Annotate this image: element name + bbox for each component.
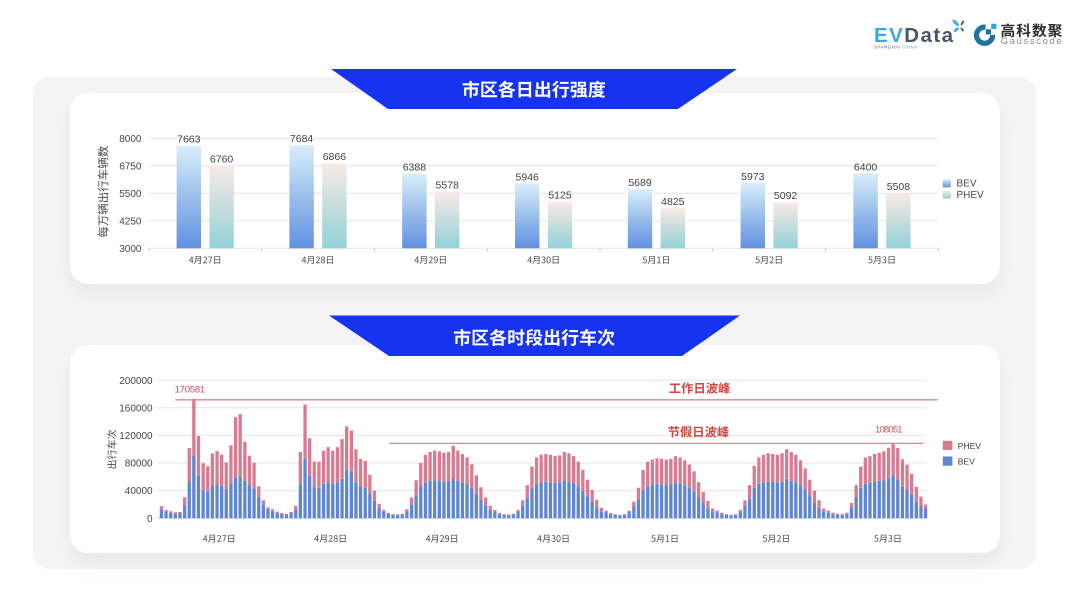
svg-text:7663: 7663: [177, 134, 201, 146]
svg-text:80000: 80000: [125, 459, 153, 470]
svg-text:0: 0: [147, 514, 153, 525]
svg-text:200000: 200000: [119, 376, 153, 387]
svg-text:5508: 5508: [887, 181, 911, 193]
svg-text:5092: 5092: [774, 190, 798, 202]
svg-text:Gausscode: Gausscode: [1001, 36, 1063, 47]
svg-text:PHEV: PHEV: [957, 190, 985, 201]
svg-text:6866: 6866: [323, 151, 347, 163]
svg-text:BEV: BEV: [957, 179, 977, 190]
svg-text:6760: 6760: [210, 154, 234, 166]
svg-text:5125: 5125: [548, 190, 572, 202]
svg-text:5973: 5973: [741, 171, 765, 183]
svg-text:PHEV: PHEV: [958, 441, 981, 451]
svg-text:40000: 40000: [125, 486, 153, 497]
svg-text:6400: 6400: [854, 161, 878, 173]
svg-text:4825: 4825: [661, 196, 685, 208]
svg-text:7684: 7684: [290, 133, 314, 145]
svg-text:170581: 170581: [175, 385, 206, 396]
svg-text:4250: 4250: [119, 216, 142, 227]
svg-text:5578: 5578: [436, 180, 460, 192]
svg-text:5500: 5500: [119, 189, 142, 200]
svg-text:120000: 120000: [119, 431, 153, 442]
svg-text:3000: 3000: [119, 244, 142, 255]
svg-text:BEV: BEV: [958, 457, 975, 467]
svg-text:6388: 6388: [403, 162, 427, 174]
svg-text:EVData: EVData: [874, 24, 954, 47]
svg-text:8000: 8000: [119, 134, 142, 145]
svg-text:SHANGHAI CHINA: SHANGHAI CHINA: [874, 44, 918, 49]
svg-text:108051: 108051: [875, 424, 903, 435]
svg-text:5946: 5946: [516, 171, 540, 183]
svg-text:6750: 6750: [119, 161, 142, 172]
svg-text:160000: 160000: [119, 403, 153, 414]
svg-text:5689: 5689: [628, 177, 652, 189]
